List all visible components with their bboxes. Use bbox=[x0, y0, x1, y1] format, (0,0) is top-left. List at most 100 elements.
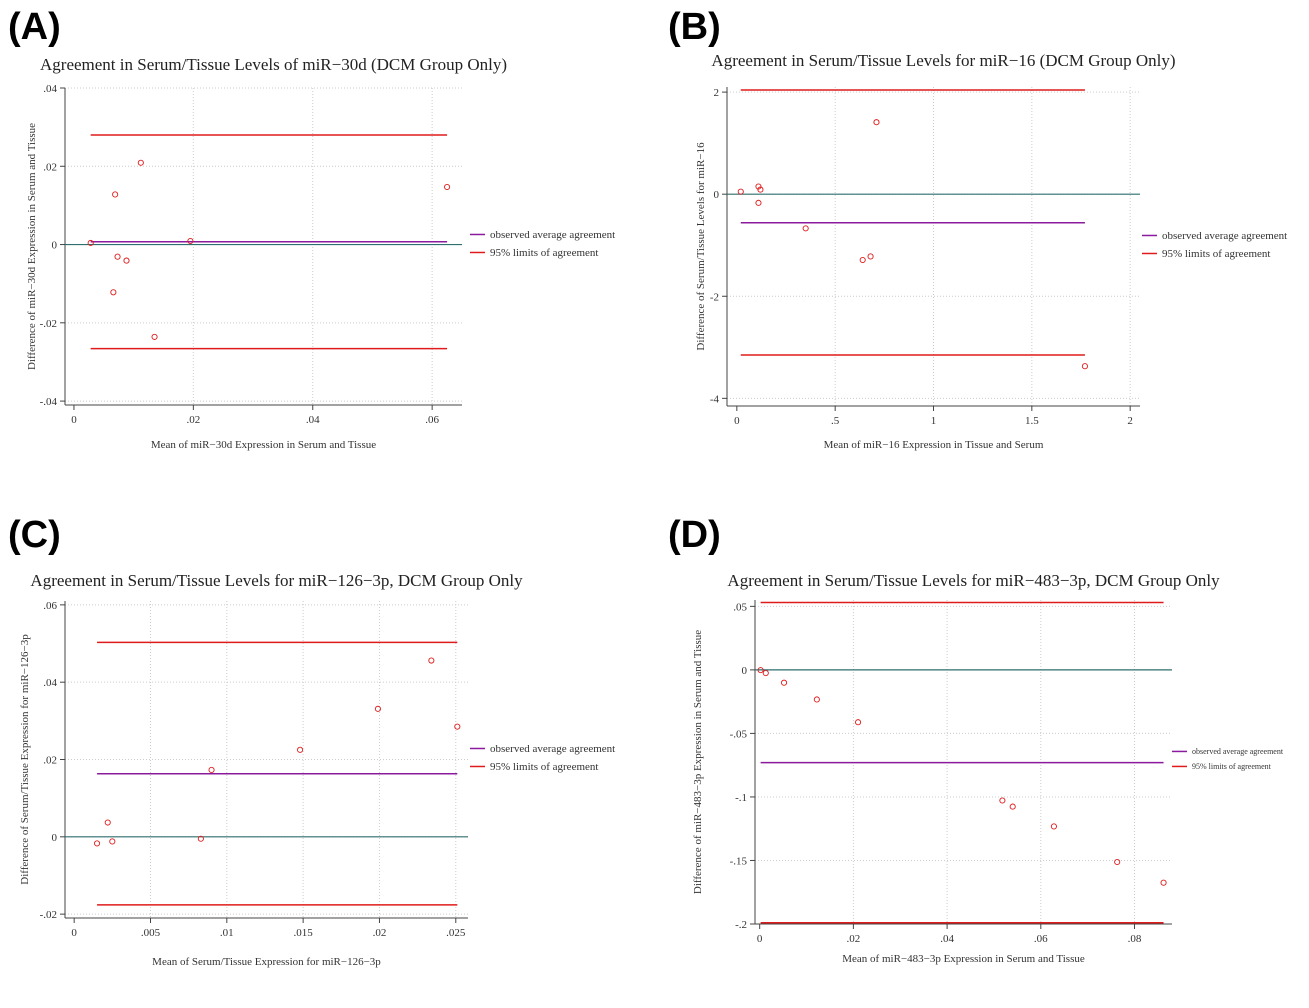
data-point bbox=[187, 237, 194, 245]
panel-letter: (A) bbox=[8, 6, 61, 48]
data-point bbox=[873, 119, 880, 126]
chart-c: Agreement in Serum/Tissue Levels for miR… bbox=[19, 571, 615, 968]
x-tick-label: 1.5 bbox=[1025, 415, 1039, 427]
chart-b: Agreement in Serum/Tissue Levels for miR… bbox=[695, 51, 1287, 451]
data-point bbox=[999, 797, 1006, 804]
y-tick-label: .02 bbox=[43, 161, 57, 173]
data-point bbox=[109, 838, 116, 845]
y-tick-label: 0 bbox=[742, 665, 748, 677]
chart-d: Agreement in Serum/Tissue Levels for miR… bbox=[692, 571, 1284, 965]
data-point bbox=[151, 333, 158, 340]
x-tick-label: .06 bbox=[1034, 933, 1048, 945]
data-point bbox=[762, 670, 769, 677]
data-point bbox=[114, 253, 121, 260]
x-axis-label: Mean of Serum/Tissue Expression for miR−… bbox=[152, 956, 381, 968]
y-tick-label: .05 bbox=[733, 601, 747, 613]
x-tick-label: .015 bbox=[294, 927, 314, 939]
legend-label: 95% limits of agreement bbox=[1162, 248, 1270, 260]
legend-label: observed average agreement bbox=[490, 229, 615, 241]
x-tick-label: 0 bbox=[734, 415, 740, 427]
y-tick-label: .02 bbox=[43, 755, 57, 767]
y-axis-label: Difference of miR−30d Expression in Seru… bbox=[26, 123, 38, 370]
panel-letter: (C) bbox=[8, 514, 61, 556]
panel-letter: (D) bbox=[668, 514, 721, 556]
data-point bbox=[1081, 363, 1088, 370]
y-tick-label: 0 bbox=[714, 189, 720, 201]
y-tick-label: -.05 bbox=[730, 728, 748, 740]
legend-label: observed average agreement bbox=[1192, 747, 1284, 756]
data-point bbox=[737, 188, 744, 195]
x-axis-label: Mean of miR−16 Expression in Tissue and … bbox=[824, 439, 1044, 451]
x-tick-label: 0 bbox=[757, 933, 763, 945]
chart-title: Agreement in Serum/Tissue Levels for miR… bbox=[30, 571, 523, 590]
data-point bbox=[197, 835, 204, 842]
chart-title: Agreement in Serum/Tissue Levels for miR… bbox=[727, 571, 1220, 590]
y-axis-label: Difference of Serum/Tissue Expression fo… bbox=[19, 634, 31, 885]
data-point bbox=[454, 723, 461, 730]
data-point bbox=[104, 819, 111, 826]
x-tick-label: .08 bbox=[1128, 933, 1142, 945]
chart-title: Agreement in Serum/Tissue Levels for miR… bbox=[711, 51, 1175, 70]
chart-a: Agreement in Serum/Tissue Levels of miR−… bbox=[26, 55, 615, 451]
x-axis-label: Mean of miR−483−3p Expression in Serum a… bbox=[842, 953, 1085, 965]
y-tick-label: .04 bbox=[43, 83, 57, 95]
y-tick-label: 0 bbox=[52, 832, 58, 844]
panel-b: (B) Agreement in Serum/Tissue Levels for… bbox=[654, 0, 1309, 500]
panel-c: (C) Agreement in Serum/Tissue Levels for… bbox=[0, 500, 654, 1003]
data-point bbox=[297, 746, 304, 753]
legend-label: 95% limits of agreement bbox=[490, 761, 598, 773]
data-point bbox=[780, 679, 788, 686]
x-tick-label: .01 bbox=[220, 927, 234, 939]
data-point bbox=[757, 186, 764, 193]
y-tick-label: 0 bbox=[52, 240, 58, 252]
data-point bbox=[123, 257, 130, 264]
panel-d: (D) Agreement in Serum/Tissue Levels for… bbox=[654, 500, 1309, 1003]
data-point bbox=[137, 159, 144, 166]
legend-label: observed average agreement bbox=[490, 743, 615, 755]
legend-label: observed average agreement bbox=[1162, 230, 1287, 242]
x-tick-label: .02 bbox=[373, 927, 387, 939]
data-point bbox=[374, 705, 381, 712]
data-point bbox=[802, 225, 809, 232]
x-axis-label: Mean of miR−30d Expression in Serum and … bbox=[151, 439, 376, 451]
data-point bbox=[428, 657, 435, 664]
x-tick-label: .5 bbox=[831, 415, 840, 427]
data-point bbox=[208, 766, 215, 773]
y-tick-label: 2 bbox=[714, 87, 720, 99]
data-point bbox=[813, 696, 820, 703]
x-tick-label: .04 bbox=[940, 933, 954, 945]
data-point bbox=[444, 183, 451, 191]
data-point bbox=[755, 183, 762, 190]
y-tick-label: .06 bbox=[43, 600, 57, 612]
x-tick-label: .02 bbox=[847, 933, 861, 945]
data-point bbox=[112, 191, 119, 198]
legend-label: 95% limits of agreement bbox=[490, 247, 598, 259]
data-point bbox=[110, 289, 117, 296]
y-axis-label: Difference of miR−483−3p Expression in S… bbox=[692, 630, 704, 894]
x-tick-label: .005 bbox=[141, 927, 161, 939]
y-tick-label: -.2 bbox=[735, 919, 747, 931]
x-tick-label: .02 bbox=[186, 414, 200, 426]
data-point bbox=[94, 840, 101, 847]
x-tick-label: 0 bbox=[71, 927, 77, 939]
panel-a: (A) Agreement in Serum/Tissue Levels of … bbox=[0, 0, 654, 500]
x-tick-label: .025 bbox=[446, 927, 466, 939]
data-point bbox=[1114, 858, 1121, 866]
data-point bbox=[87, 239, 94, 247]
data-point bbox=[755, 199, 762, 206]
y-tick-label: -.15 bbox=[730, 855, 748, 867]
x-tick-label: .06 bbox=[425, 414, 439, 426]
y-tick-label: -.1 bbox=[735, 792, 747, 804]
data-point bbox=[855, 719, 862, 726]
y-tick-label: -.02 bbox=[40, 318, 57, 330]
y-axis-label: Difference of Serum/Tissue Levels for mi… bbox=[695, 142, 707, 351]
x-tick-label: 0 bbox=[71, 414, 77, 426]
y-tick-label: .04 bbox=[43, 677, 57, 689]
legend-label: 95% limits of agreement bbox=[1192, 762, 1272, 771]
chart-title: Agreement in Serum/Tissue Levels of miR−… bbox=[40, 55, 507, 74]
y-tick-label: -.02 bbox=[40, 909, 57, 921]
y-tick-label: -.04 bbox=[40, 396, 58, 408]
x-tick-label: 2 bbox=[1127, 415, 1133, 427]
data-point bbox=[1009, 803, 1016, 810]
x-tick-label: 1 bbox=[931, 415, 937, 427]
